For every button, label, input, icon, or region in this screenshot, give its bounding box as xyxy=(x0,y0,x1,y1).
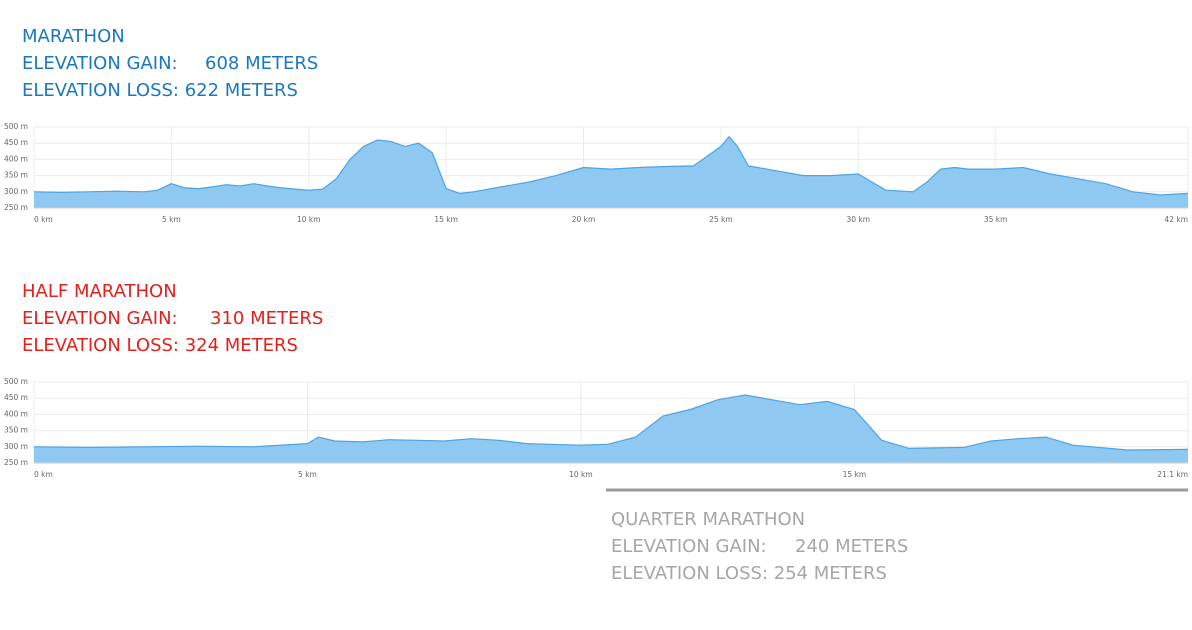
x-tick-label: 30 km xyxy=(846,215,870,224)
x-tick-label: 15 km xyxy=(434,215,458,224)
y-tick-label: 300 m xyxy=(4,442,28,451)
x-tick-label: 0 km xyxy=(34,470,53,479)
y-tick-label: 350 m xyxy=(4,171,28,180)
y-tick-label: 500 m xyxy=(4,377,28,386)
chart: MARATHON ELEVATION GAIN: 608 METERS ELEVATI… xyxy=(4,26,1189,224)
y-tick-label: 250 m xyxy=(4,458,28,467)
x-tick-label: 35 km xyxy=(984,215,1008,224)
y-tick-label: 500 m xyxy=(4,122,28,131)
x-tick-label: 25 km xyxy=(709,215,733,224)
quarter-loss: ELEVATION LOSS: 254 METERS xyxy=(611,563,887,584)
loss: ELEVATION LOSS: 324 METERS xyxy=(22,335,298,356)
x-tick-label: 15 km xyxy=(843,470,867,479)
gain-value: 608 METERS xyxy=(205,53,318,74)
gain-label: ELEVATION GAIN: xyxy=(22,308,178,329)
chart: HALF MARATHON ELEVATION GAIN: 310 METERS EL… xyxy=(4,281,1189,479)
y-tick-label: 400 m xyxy=(4,409,28,418)
x-tick-label: 42 km xyxy=(1164,215,1188,224)
y-tick-label: 450 m xyxy=(4,393,28,402)
gain-label: ELEVATION GAIN: xyxy=(22,53,178,74)
x-tick-label: 20 km xyxy=(572,215,596,224)
area-fill xyxy=(34,395,1188,463)
x-tick-label: 5 km xyxy=(162,215,181,224)
y-tick-label: 300 m xyxy=(4,187,28,196)
x-tick-label: 10 km xyxy=(297,215,321,224)
y-tick-label: 450 m xyxy=(4,138,28,147)
y-tick-label: 400 m xyxy=(4,154,28,163)
elevation-line xyxy=(33,135,1189,196)
x-tick-label: 0 km xyxy=(34,215,53,224)
area-fill xyxy=(34,136,1188,208)
quarter-gain-label: ELEVATION GAIN: xyxy=(611,536,767,557)
quarter-gain-value: 240 METERS xyxy=(795,536,908,557)
gain-value: 310 METERS xyxy=(210,308,323,329)
loss: ELEVATION LOSS: 622 METERS xyxy=(22,80,298,101)
y-tick-label: 350 m xyxy=(4,426,28,435)
x-tick-label: 21.1 km xyxy=(1157,470,1188,479)
elevation-line xyxy=(33,394,1189,451)
y-tick-label: 250 m xyxy=(4,203,28,212)
x-tick-label: 5 km xyxy=(298,470,317,479)
quarter-title: QUARTER MARATHON xyxy=(611,509,805,530)
chart-title: MARATHON xyxy=(22,26,125,47)
quarter-info: QUARTER MARATHON ELEVATION GAIN: 240 MET… xyxy=(611,509,908,584)
x-tick-label: 10 km xyxy=(569,470,593,479)
chart-title: HALF MARATHON xyxy=(22,281,177,302)
